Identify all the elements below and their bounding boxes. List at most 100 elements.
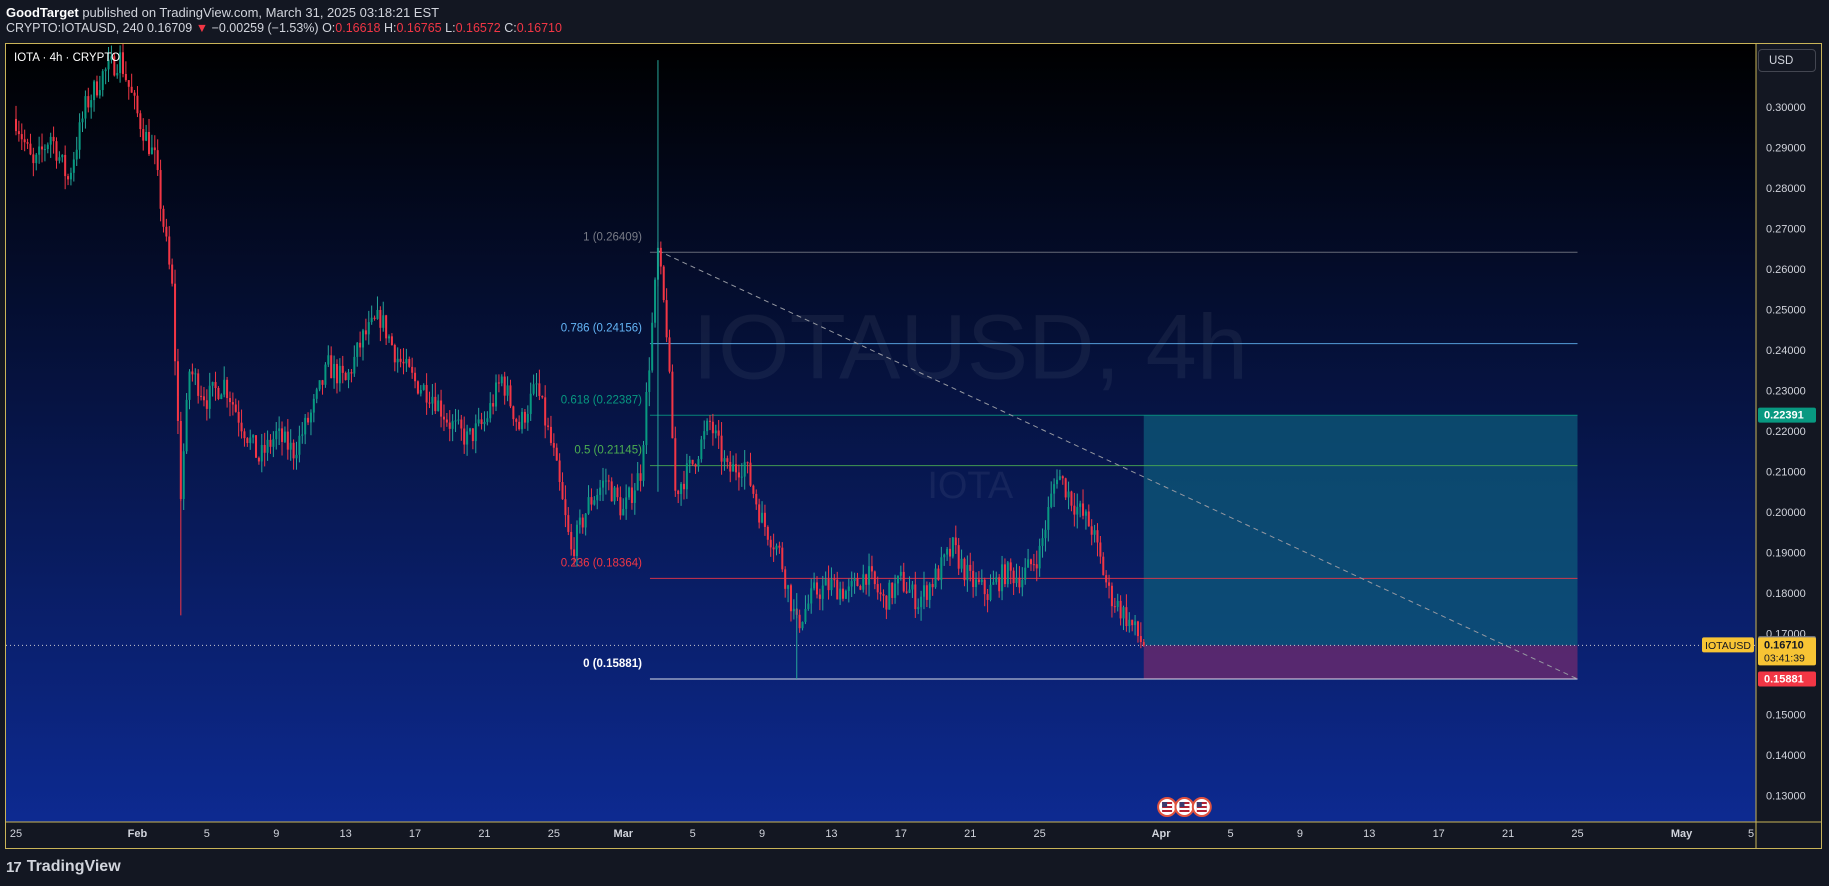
- candle: [228, 391, 231, 417]
- candle-body: [231, 402, 234, 405]
- candle-body: [931, 584, 934, 588]
- candle-body: [341, 365, 344, 373]
- price-tick-label: 0.26000: [1766, 264, 1806, 276]
- candle-body: [1015, 577, 1018, 584]
- candle: [833, 574, 836, 588]
- candle-body: [445, 419, 448, 423]
- candle-body: [896, 575, 899, 584]
- candle-body: [1032, 564, 1035, 566]
- symbol-tag-box: [1702, 637, 1754, 653]
- candle-body: [856, 578, 859, 586]
- candle-body: [466, 431, 469, 445]
- candle-body: [633, 490, 636, 503]
- candle: [1079, 500, 1082, 518]
- candle-body: [492, 403, 495, 407]
- candle-body: [457, 419, 460, 421]
- candle-body: [1027, 559, 1030, 568]
- last-price: 0.16709: [147, 21, 193, 35]
- candle-body: [758, 504, 761, 523]
- candle: [497, 374, 500, 393]
- candle-body: [153, 147, 156, 151]
- candle-body: [1090, 526, 1093, 535]
- candle-body: [558, 460, 561, 482]
- candle-body: [807, 603, 810, 610]
- candle: [813, 572, 816, 591]
- candle: [668, 329, 671, 374]
- candle: [1061, 475, 1064, 485]
- candle: [234, 398, 237, 413]
- candle: [671, 364, 674, 439]
- candle: [564, 485, 567, 528]
- candle-body: [61, 154, 64, 158]
- candle-body: [200, 395, 203, 397]
- candle-body: [480, 419, 483, 425]
- candle: [599, 479, 602, 502]
- candle: [581, 514, 584, 534]
- candle: [1102, 552, 1105, 576]
- candle-body: [321, 380, 324, 385]
- candle-body: [891, 582, 894, 598]
- candle-body: [246, 438, 249, 444]
- candle-body: [1096, 530, 1099, 543]
- candle-body: [639, 473, 642, 481]
- candle-body: [813, 582, 816, 589]
- candle: [567, 507, 570, 536]
- low-label: L:: [445, 21, 456, 35]
- candle: [758, 498, 761, 529]
- candle-body: [630, 487, 633, 503]
- candle: [208, 372, 211, 419]
- candle-body: [873, 571, 876, 585]
- candle-body: [483, 421, 486, 425]
- candle: [385, 314, 388, 346]
- author-name[interactable]: GoodTarget: [6, 5, 79, 20]
- candle: [388, 334, 391, 343]
- price-tick-label: 0.24000: [1766, 345, 1806, 357]
- candle-body: [440, 400, 443, 417]
- candle-body: [859, 585, 862, 590]
- candle: [321, 379, 324, 395]
- candle-body: [789, 585, 792, 612]
- time-tick-label: 21: [1502, 828, 1514, 840]
- candle-body: [142, 129, 145, 141]
- candle-body: [720, 435, 723, 462]
- candle: [1012, 567, 1015, 595]
- candle-body: [532, 384, 535, 394]
- candle: [26, 138, 29, 149]
- candle: [1119, 595, 1122, 626]
- candle-body: [72, 159, 75, 173]
- candle-body: [116, 72, 119, 76]
- time-tick-label: 13: [1363, 828, 1375, 840]
- currency-button[interactable]: USD: [1758, 49, 1816, 72]
- stop-zone: [1143, 645, 1578, 679]
- candle-body: [1116, 600, 1119, 607]
- publish-info: GoodTarget published on TradingView.com,…: [6, 5, 439, 20]
- close-label: C:: [504, 21, 517, 35]
- candle-body: [104, 69, 107, 72]
- candle-body: [23, 139, 26, 143]
- candle-body: [593, 500, 596, 505]
- candle: [922, 571, 925, 610]
- candle-body: [833, 579, 836, 581]
- candle-body: [836, 579, 839, 600]
- candle: [454, 408, 457, 433]
- price-chart[interactable]: IOTAUSD, 4h IOTA 1 (0.26409) 0.786 (0.24156…: [6, 44, 1821, 848]
- candle: [364, 318, 367, 341]
- candle-body: [1041, 538, 1044, 546]
- candle: [145, 124, 148, 142]
- candle-body: [735, 464, 738, 473]
- candle: [396, 347, 399, 373]
- candle-body: [818, 594, 821, 599]
- candle-body: [564, 499, 567, 516]
- candle-body: [165, 226, 168, 237]
- candle: [555, 443, 558, 461]
- candle-body: [781, 547, 784, 570]
- candle: [1044, 520, 1047, 552]
- candle-body: [706, 420, 709, 432]
- candle-body: [882, 594, 885, 596]
- candle-body: [1119, 600, 1122, 619]
- candle-body: [732, 464, 735, 472]
- candle: [214, 371, 217, 401]
- candle: [729, 450, 732, 483]
- candle: [989, 574, 992, 602]
- candle: [607, 474, 610, 491]
